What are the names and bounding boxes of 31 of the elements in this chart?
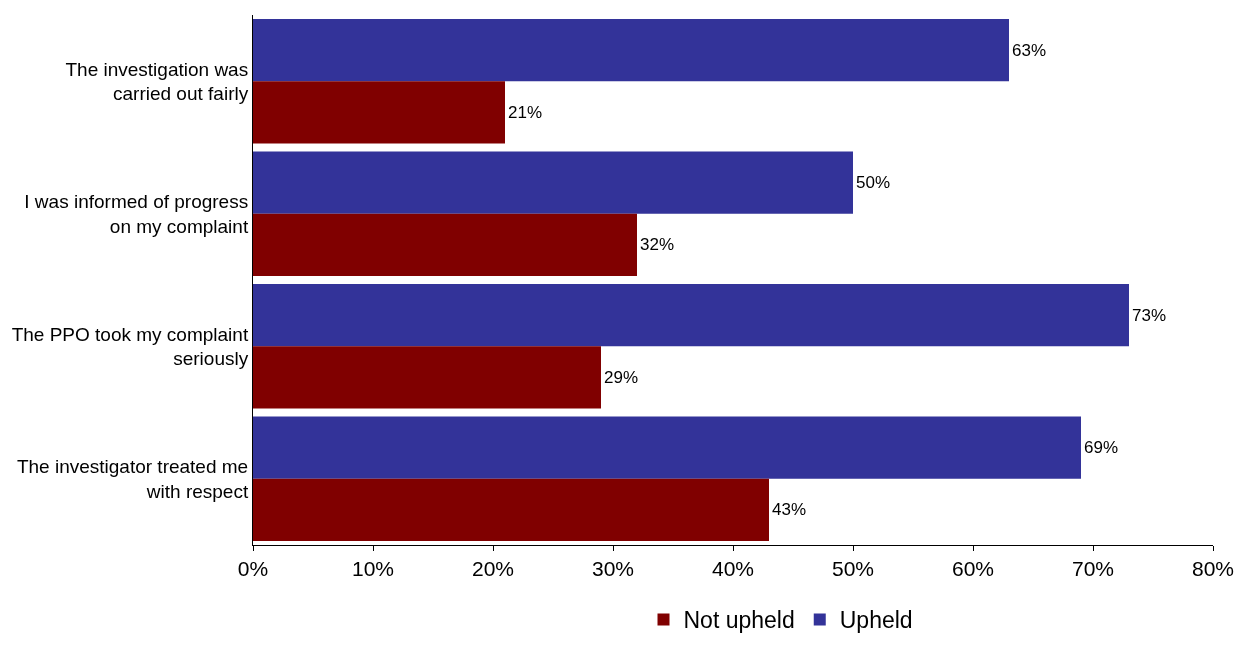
data-label: 50% — [856, 173, 891, 193]
x-tick-label: 0% — [237, 557, 269, 581]
bar — [253, 416, 1081, 479]
x-tick-label: 30% — [591, 557, 635, 581]
data-label: 21% — [508, 102, 543, 122]
bar — [253, 81, 505, 144]
x-tick-label: 10% — [351, 557, 395, 581]
legend-label: Upheld — [839, 607, 913, 634]
x-tick-label: 80% — [1191, 557, 1235, 581]
data-label: 69% — [1084, 438, 1119, 458]
x-tick-label: 40% — [711, 557, 755, 581]
x-tick-label: 60% — [951, 557, 995, 581]
y-tick-label: The PPO took my complaint seriously — [11, 323, 249, 370]
data-label: 32% — [640, 235, 675, 255]
data-label: 43% — [772, 500, 807, 520]
data-label: 29% — [604, 367, 639, 387]
y-tick-label: The investigation was carried out fairly — [65, 58, 249, 105]
bar — [253, 283, 1129, 347]
x-tick-label: 70% — [1071, 557, 1115, 581]
y-tick-label: I was informed of progress on my complaint — [24, 191, 249, 237]
data-label: 63% — [1012, 40, 1047, 60]
bar — [253, 346, 601, 409]
x-tick-label: 20% — [471, 557, 515, 581]
data-label: 73% — [1132, 305, 1167, 325]
bar — [253, 18, 1009, 82]
x-tick-label: 50% — [831, 557, 875, 581]
bar — [253, 151, 853, 214]
bar — [253, 478, 769, 542]
legend-label: Not upheld — [683, 607, 795, 634]
y-tick-label: The investigator treated me with respect — [16, 456, 249, 502]
bar — [253, 213, 637, 277]
